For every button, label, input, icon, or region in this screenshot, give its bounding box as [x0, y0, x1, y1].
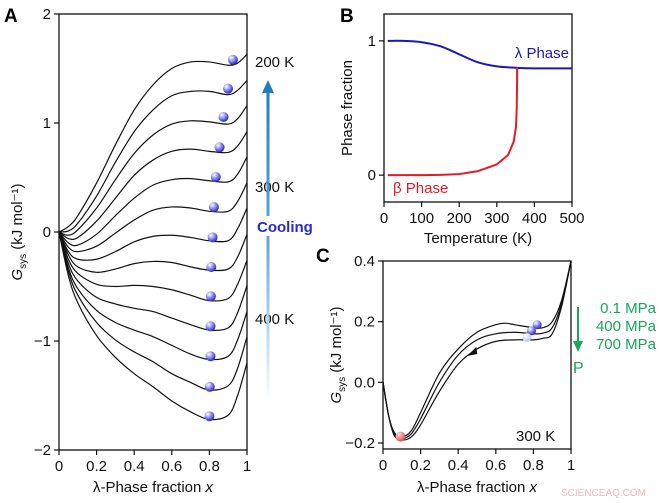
- cooling-arrow-head-icon: [262, 80, 274, 93]
- a-energy-curve: [58, 80, 248, 233]
- pressure-arrow-head-icon: [573, 341, 583, 352]
- a-y-tick-label: 0: [43, 224, 51, 241]
- a-energy-curve: [58, 156, 248, 247]
- a-energy-curve: [58, 231, 248, 391]
- a-energy-curve: [58, 231, 248, 273]
- c-x-tick-label: 0.8: [523, 457, 544, 474]
- a-energy-curve: [58, 182, 248, 253]
- a-energy-curve: [58, 105, 248, 236]
- c-x-tick-label: 0.6: [485, 457, 506, 474]
- c-state-ball: [532, 320, 542, 330]
- b-series-line: [387, 39, 573, 70]
- a-state-ball: [214, 142, 225, 153]
- cooling-label-bg: [254, 216, 320, 236]
- c-state-ball: [527, 326, 537, 336]
- a-state-ball: [205, 351, 216, 362]
- a-y-tick-label: −1: [34, 333, 51, 350]
- a-state-ball: [205, 291, 216, 302]
- panel-b-chart: 0 100 200 300 400 500 0 1 λ Phase β Phase Phase fr…: [339, 13, 585, 247]
- temp-label-200k: 200 K: [255, 54, 294, 71]
- b-y-tick-label: 0: [368, 167, 376, 184]
- c-energy-curve: [382, 260, 572, 441]
- c-curve-arrow-icon: [467, 347, 478, 356]
- a-state-ball: [223, 83, 234, 94]
- pressure-axis-label: P: [573, 360, 584, 377]
- a-y-tick-label: −2: [34, 442, 51, 459]
- b-legend-beta-phase: β Phase: [393, 180, 448, 197]
- a-x-tick-label: 0.6: [161, 458, 182, 475]
- b-x-tick-label: 300: [484, 210, 509, 227]
- a-energy-curve: [58, 131, 248, 241]
- a-state-ball: [227, 54, 238, 65]
- panel-a-chart: 0 0.2 0.4 0.6 0.8 1 −2 −1 0 1 2 Gsys (kJ mol⁻¹) λ-Ph…: [9, 6, 251, 496]
- c-y-tick-label: 0.2: [354, 314, 375, 331]
- a-x-axis-label: λ-Phase fraction x: [93, 479, 214, 496]
- b-series-line: [387, 67, 519, 177]
- c-x-tick-label: 1: [567, 457, 575, 474]
- c-x-tick-label: 0.4: [448, 457, 469, 474]
- cooling-label: Cooling: [257, 219, 313, 236]
- c-y-tick-label: 0.0: [354, 374, 375, 391]
- b-x-tick-label: 100: [409, 210, 434, 227]
- a-y-axis-label: Gsys (kJ mol⁻¹): [9, 183, 29, 280]
- b-y-axis-label: Phase fraction: [339, 60, 356, 156]
- b-x-axis-label: Temperature (K): [424, 230, 532, 247]
- a-y-tick-label: 1: [43, 115, 51, 132]
- a-state-ball: [208, 202, 219, 213]
- b-legend-lambda-phase: λ Phase: [515, 45, 569, 62]
- a-x-tick-label: 1: [243, 458, 251, 475]
- b-x-tick-label: 200: [447, 210, 472, 227]
- temp-label-300k: 300 K: [255, 179, 294, 196]
- a-energy-curve: [58, 53, 248, 233]
- c-y-axis-label: Gsys (kJ mol⁻¹): [328, 306, 348, 403]
- b-plot-frame: [383, 13, 573, 203]
- b-x-tick-label: 400: [522, 210, 547, 227]
- a-energy-curve: [58, 231, 248, 332]
- a-x-tick-label: 0.2: [86, 458, 107, 475]
- c-x-tick-label: 0.2: [410, 457, 431, 474]
- a-x-tick-label: 0.4: [124, 458, 145, 475]
- c-x-axis-label: λ-Phase fraction x: [417, 479, 538, 496]
- pressure-label-400: 400 MPa: [596, 318, 657, 335]
- panel-label-b: B: [340, 6, 354, 27]
- a-state-ball: [204, 381, 215, 392]
- c-state-ball: [522, 332, 532, 342]
- c-y-tick-label: 0.4: [354, 253, 375, 270]
- c-plot-frame: [382, 260, 572, 450]
- a-x-tick-label: 0: [55, 458, 63, 475]
- a-state-ball: [205, 321, 216, 332]
- pressure-label-700: 700 MPa: [596, 336, 657, 353]
- b-x-tick-label: 0: [380, 210, 388, 227]
- a-x-tick-label: 0.8: [199, 458, 220, 475]
- cooling-arrow-shaft: [266, 90, 270, 402]
- b-x-tick-label: 500: [559, 210, 584, 227]
- temp-label-400k: 400 K: [255, 311, 294, 328]
- a-state-ball: [218, 112, 229, 123]
- a-state-ball: [204, 411, 215, 422]
- panel-label-a: A: [4, 6, 18, 27]
- a-state-ball: [210, 171, 221, 182]
- a-plot-frame: [58, 13, 248, 451]
- panel-c-chart: 0 0.2 0.4 0.6 0.8 1 −0.2 0.0 0.2 0.4 Gsys (kJ mol⁻…: [328, 253, 575, 496]
- a-energy-curve: [58, 207, 248, 261]
- c-x-tick-label: 0: [379, 457, 387, 474]
- pressure-label-0-1: 0.1 MPa: [600, 300, 657, 317]
- temp-label-300k-c: 300 K: [516, 428, 555, 445]
- c-state-ball-red: [395, 431, 406, 442]
- a-energy-curve: [58, 231, 248, 302]
- c-y-tick-label: −0.2: [345, 435, 375, 452]
- a-y-tick-label: 2: [43, 6, 51, 23]
- a-energy-curve: [58, 231, 248, 421]
- panel-label-c: C: [316, 246, 330, 267]
- b-y-tick-label: 1: [368, 33, 376, 50]
- a-energy-curve: [58, 231, 248, 361]
- watermark: SCIENCEAQ.COM: [561, 488, 646, 499]
- a-state-ball: [206, 261, 217, 272]
- c-energy-curve: [382, 260, 572, 440]
- a-state-ball: [207, 232, 218, 243]
